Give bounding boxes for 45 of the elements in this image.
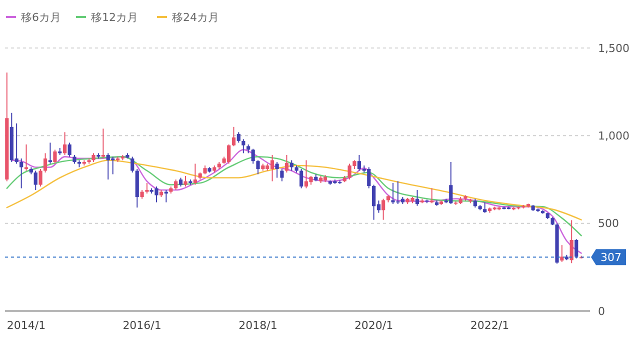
candlestick [382, 198, 386, 220]
candlestick [53, 149, 57, 164]
candlestick [300, 168, 304, 189]
candlestick [280, 168, 284, 182]
legend-label: 移12カ月 [91, 10, 138, 24]
legend-label: 移24カ月 [172, 10, 219, 24]
candlestick [251, 148, 255, 164]
line-series [6, 156, 582, 236]
y-tick-label: 1,000 [598, 130, 630, 143]
candlestick [48, 142, 52, 164]
candlestick [63, 132, 67, 156]
y-tick-label: 1,500 [598, 42, 630, 55]
candlestick [275, 161, 279, 178]
candlestick [232, 126, 236, 147]
candlestick [483, 202, 487, 214]
candlestick [430, 188, 434, 204]
candlestick [357, 154, 362, 172]
candlestick [38, 168, 42, 188]
candlestick [242, 138, 246, 154]
x-tick-label: 2018/1 [238, 319, 278, 332]
x-tick-label: 2014/1 [6, 319, 46, 332]
x-tick-label: 2016/1 [122, 319, 162, 332]
candlestick [415, 190, 420, 206]
candlestick [68, 142, 72, 158]
candlestick [145, 182, 149, 194]
x-tick-label: 2020/1 [354, 319, 394, 332]
candlestick [184, 175, 188, 188]
candlestick [43, 152, 48, 173]
candlestick [570, 220, 574, 264]
candlestick [130, 156, 134, 173]
candlestick [193, 163, 197, 186]
candlestick [174, 179, 178, 191]
ref-line-label: 307 [600, 251, 622, 264]
y-tick-label: 0 [598, 304, 605, 318]
candlestick [24, 144, 28, 172]
y-tick-label: 500 [598, 217, 619, 230]
candlestick [560, 244, 564, 262]
candlestick [34, 170, 38, 191]
candlestick [284, 154, 289, 173]
x-tick-label: 2022/1 [470, 319, 510, 332]
candlestick [20, 158, 24, 189]
candlestick [574, 238, 578, 259]
candlestick [236, 132, 240, 144]
legend-label: 移6カ月 [21, 10, 61, 24]
candlestick [256, 160, 260, 175]
